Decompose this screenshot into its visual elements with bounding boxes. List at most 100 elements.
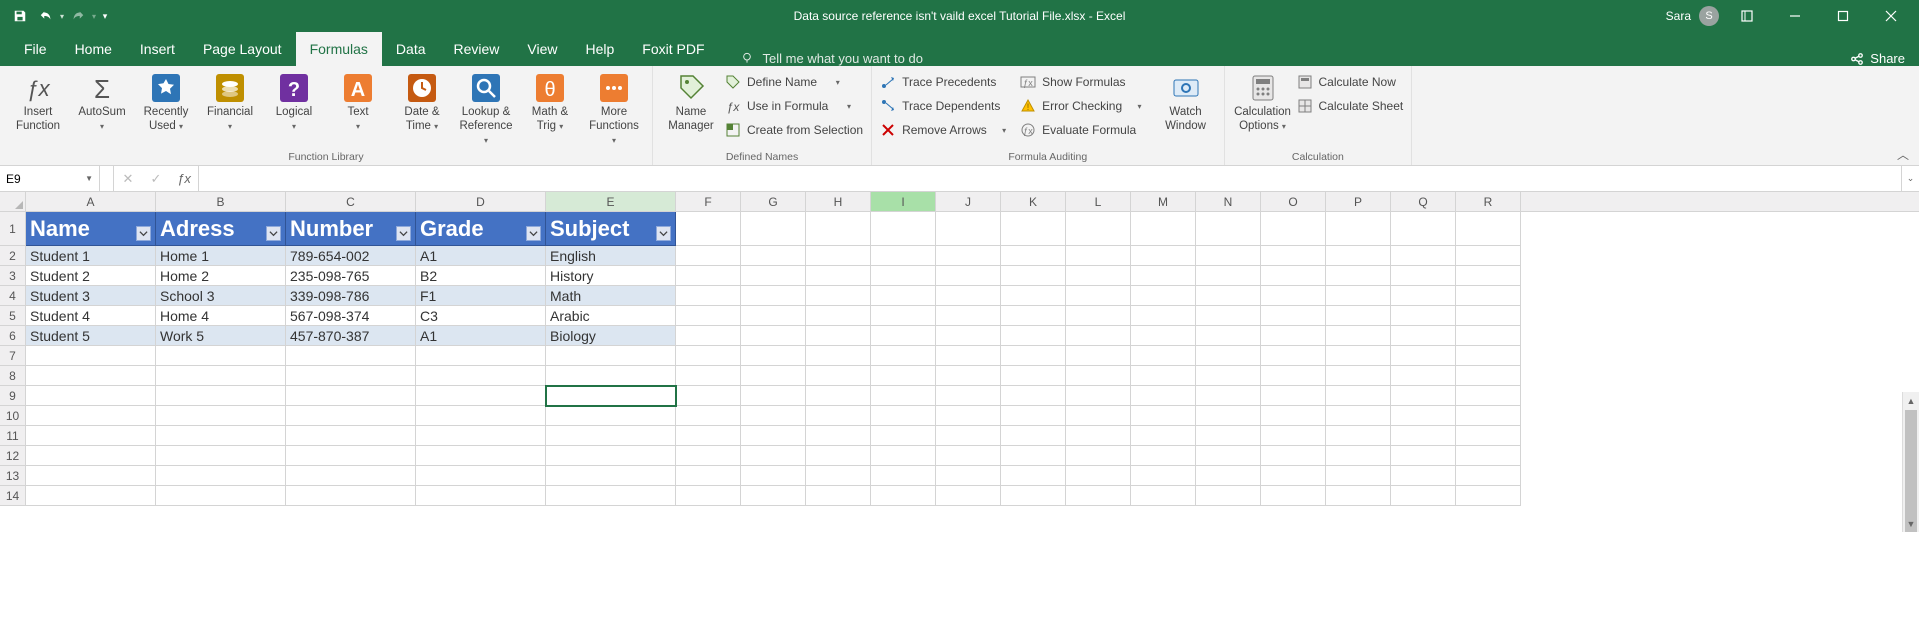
cell[interactable] [741,326,806,346]
tell-me[interactable]: Tell me what you want to do [739,50,923,66]
maximize-button[interactable] [1823,2,1863,30]
cell[interactable] [1131,212,1196,246]
cell[interactable] [1196,266,1261,286]
column-header-P[interactable]: P [1326,192,1391,211]
cell[interactable] [1456,346,1521,366]
cell[interactable] [1456,266,1521,286]
row-header-9[interactable]: 9 [0,386,26,406]
cell[interactable] [1196,386,1261,406]
cell[interactable] [936,326,1001,346]
cell[interactable] [156,366,286,386]
cell[interactable] [1326,246,1391,266]
cell[interactable] [871,246,936,266]
cell[interactable] [416,346,546,366]
cell[interactable] [1001,326,1066,346]
tab-foxit-pdf[interactable]: Foxit PDF [628,32,718,66]
cell[interactable] [676,266,741,286]
cell[interactable] [806,486,871,506]
cell[interactable] [1391,266,1456,286]
cell[interactable] [1066,366,1131,386]
cell[interactable] [1131,386,1196,406]
create-from-selection-button[interactable]: Create from Selection [725,120,863,140]
cell[interactable] [26,426,156,446]
row-header-8[interactable]: 8 [0,366,26,386]
cell[interactable]: Home 4 [156,306,286,326]
cell[interactable] [871,486,936,506]
cell[interactable] [156,386,286,406]
column-header-G[interactable]: G [741,192,806,211]
cell[interactable] [1456,366,1521,386]
cell[interactable] [1196,286,1261,306]
cell[interactable] [1001,406,1066,426]
minimize-button[interactable] [1775,2,1815,30]
cell[interactable] [1066,246,1131,266]
cell[interactable] [936,426,1001,446]
name-manager-button[interactable]: NameManager [661,70,721,136]
cell[interactable] [1196,212,1261,246]
cell[interactable] [1456,246,1521,266]
filter-button[interactable] [526,226,541,241]
user-avatar[interactable]: S [1699,6,1719,26]
cell[interactable] [1456,306,1521,326]
cell[interactable] [1261,446,1326,466]
insert-function-fx-button[interactable]: ƒx [170,171,198,186]
cell[interactable] [741,366,806,386]
cell[interactable] [741,406,806,426]
tab-data[interactable]: Data [382,32,440,66]
save-button[interactable] [8,4,32,28]
cell[interactable] [26,486,156,506]
cell[interactable] [936,406,1001,426]
recently-used-button[interactable]: RecentlyUsed ▾ [136,70,196,136]
cell[interactable] [1391,446,1456,466]
define-name-button[interactable]: Define Name ▾ [725,72,863,92]
qat-customize[interactable]: ▾ [98,4,112,28]
cell[interactable] [1326,466,1391,486]
cell[interactable] [26,406,156,426]
tab-formulas[interactable]: Formulas [296,32,382,66]
cell[interactable] [1001,306,1066,326]
cell[interactable] [1001,466,1066,486]
cell[interactable] [871,346,936,366]
math-trig-button[interactable]: θMath &Trig ▾ [520,70,580,136]
row-header-14[interactable]: 14 [0,486,26,506]
cell[interactable] [1131,346,1196,366]
cell[interactable] [1391,466,1456,486]
filter-button[interactable] [266,226,281,241]
cell[interactable] [936,286,1001,306]
cell[interactable] [1326,266,1391,286]
cell[interactable] [741,346,806,366]
cell[interactable] [1391,346,1456,366]
cell[interactable] [1456,406,1521,426]
cell[interactable]: Student 2 [26,266,156,286]
cell[interactable] [1261,426,1326,446]
cell[interactable] [416,466,546,486]
cell[interactable]: 235-098-765 [286,266,416,286]
column-header-R[interactable]: R [1456,192,1521,211]
cell[interactable] [286,366,416,386]
cell[interactable] [286,346,416,366]
column-header-F[interactable]: F [676,192,741,211]
column-header-D[interactable]: D [416,192,546,211]
ribbon-display-options[interactable] [1727,2,1767,30]
tab-insert[interactable]: Insert [126,32,189,66]
watch-window-button[interactable]: WatchWindow [1156,70,1216,136]
cell[interactable] [26,446,156,466]
tab-file[interactable]: File [10,32,61,66]
trace-precedents-button[interactable]: Trace Precedents [880,72,1006,92]
tab-page-layout[interactable]: Page Layout [189,32,296,66]
tab-review[interactable]: Review [440,32,514,66]
cell[interactable] [1196,366,1261,386]
cell[interactable] [416,366,546,386]
undo-button[interactable] [34,4,58,28]
cell[interactable] [1456,286,1521,306]
cell[interactable] [676,486,741,506]
cell[interactable] [1001,366,1066,386]
cell[interactable] [1261,286,1326,306]
cell[interactable] [676,286,741,306]
row-header-10[interactable]: 10 [0,406,26,426]
cell[interactable] [156,466,286,486]
cell[interactable] [871,406,936,426]
column-header-H[interactable]: H [806,192,871,211]
cell[interactable] [1196,486,1261,506]
cell[interactable] [1001,346,1066,366]
